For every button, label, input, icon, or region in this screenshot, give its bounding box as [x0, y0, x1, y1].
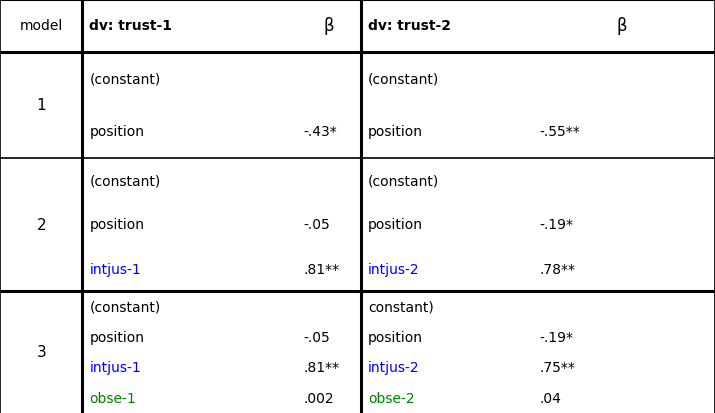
Text: intjus-1: intjus-1 [89, 360, 141, 374]
Text: (constant): (constant) [89, 72, 161, 86]
Text: β: β [617, 17, 627, 36]
Text: dv: trust-2: dv: trust-2 [368, 19, 451, 33]
Text: 2: 2 [36, 217, 46, 233]
Text: intjus-1: intjus-1 [89, 262, 141, 276]
Text: intjus-2: intjus-2 [368, 262, 420, 276]
Text: position: position [89, 330, 144, 344]
Text: .04: .04 [540, 391, 562, 405]
Text: position: position [89, 218, 144, 232]
Text: -.05: -.05 [304, 330, 330, 344]
Text: .81**: .81** [304, 360, 340, 374]
Text: position: position [368, 125, 423, 139]
Text: obse-1: obse-1 [89, 391, 136, 405]
Text: -.19*: -.19* [540, 330, 574, 344]
Text: dv: trust-1: dv: trust-1 [89, 19, 172, 33]
Text: -.55**: -.55** [540, 125, 581, 139]
Text: (constant): (constant) [89, 299, 161, 313]
Text: .78**: .78** [540, 262, 576, 276]
Text: position: position [368, 330, 423, 344]
Text: position: position [368, 218, 423, 232]
Text: β: β [324, 17, 334, 36]
Text: 3: 3 [36, 344, 46, 360]
Text: .81**: .81** [304, 262, 340, 276]
Text: (constant): (constant) [368, 174, 440, 188]
Text: 1: 1 [36, 98, 46, 113]
Text: constant): constant) [368, 299, 434, 313]
Text: intjus-2: intjus-2 [368, 360, 420, 374]
Text: .75**: .75** [540, 360, 576, 374]
Text: obse-2: obse-2 [368, 391, 415, 405]
Text: -.19*: -.19* [540, 218, 574, 232]
Text: -.05: -.05 [304, 218, 330, 232]
Text: .002: .002 [304, 391, 335, 405]
Text: (constant): (constant) [89, 174, 161, 188]
Text: position: position [89, 125, 144, 139]
Text: model: model [20, 19, 63, 33]
Text: (constant): (constant) [368, 72, 440, 86]
Text: -.43*: -.43* [304, 125, 337, 139]
